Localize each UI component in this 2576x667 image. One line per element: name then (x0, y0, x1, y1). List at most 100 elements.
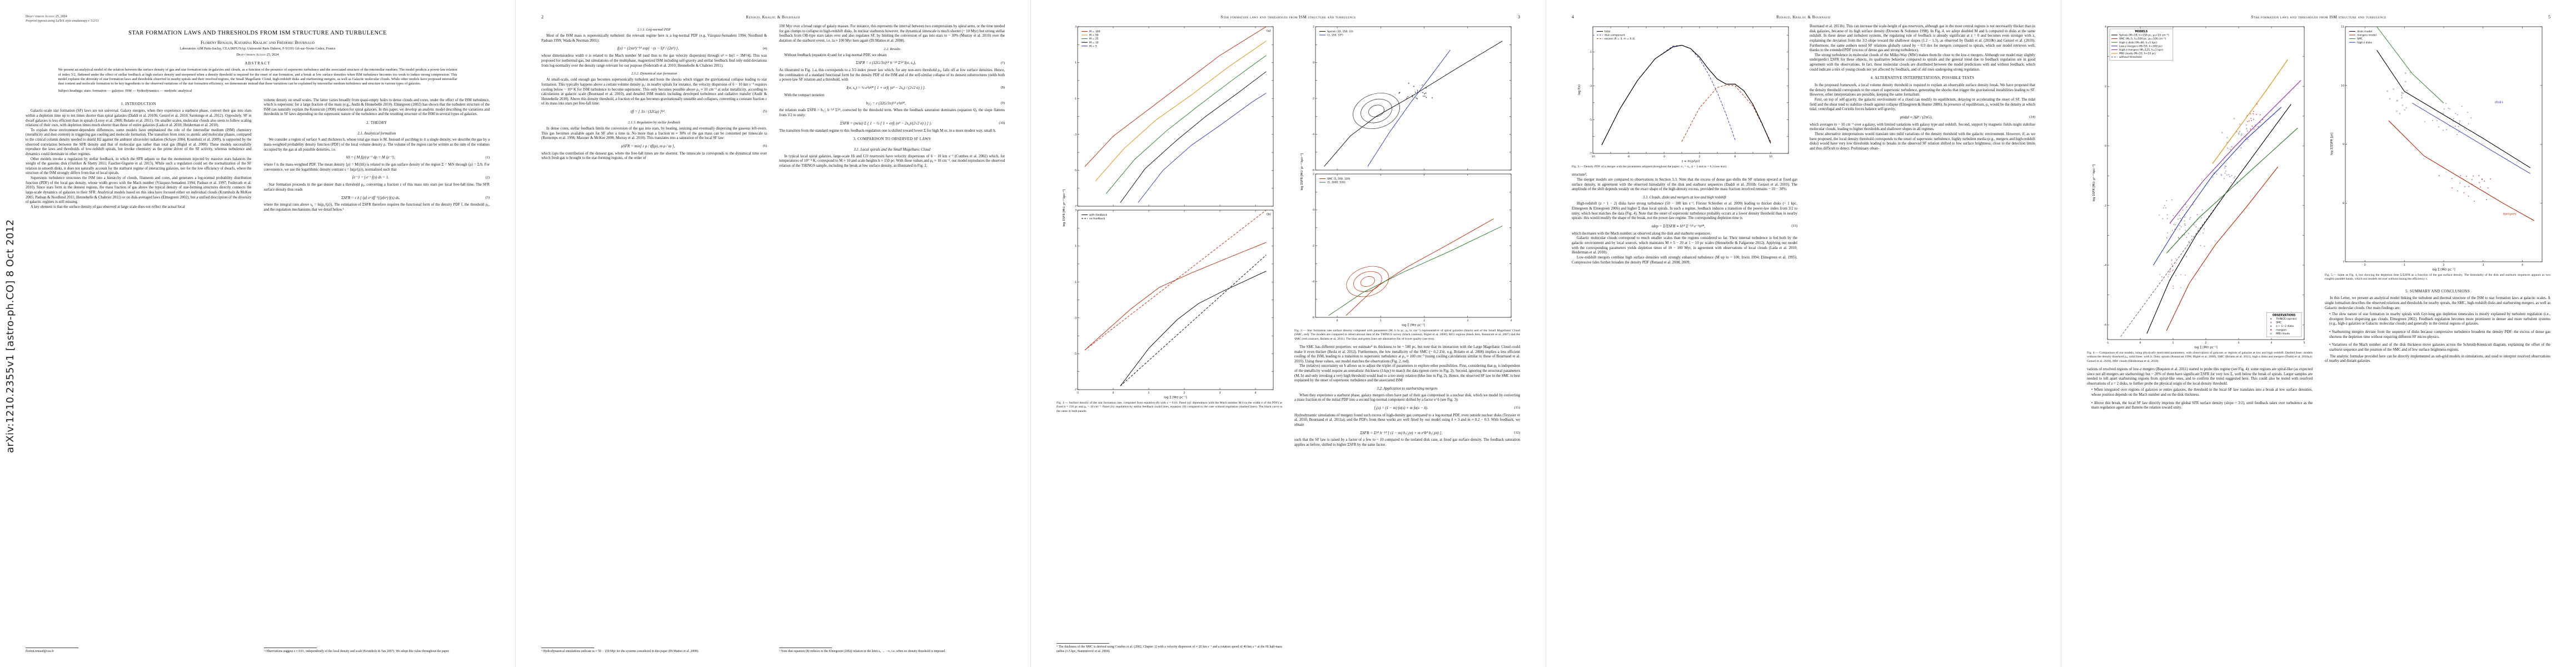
svg-text:log Σ [M⊙ pc⁻²]: log Σ [M⊙ pc⁻²] (1164, 396, 1187, 400)
equation-body: f₂(s) = (1 − m) fσ(s) + m fσ(s − δ). (1374, 405, 1428, 410)
svg-text:9: 9 (2343, 143, 2344, 146)
svg-text:-2: -2 (1663, 155, 1666, 158)
svg-text:SMC (5, 500, 100): SMC (5, 500, 100) (1327, 177, 1351, 181)
paragraph: Hydrodynamic simulations of mergers foun… (1294, 413, 1520, 427)
page-number: 2 (541, 14, 544, 19)
subsubsection-heading: 2.1.1. Log-normal PDF (637, 28, 671, 32)
svg-text:1: 1 (1075, 245, 1077, 248)
svg-text:5: 5 (2304, 341, 2305, 345)
paragraph: With the compact notation (784, 93, 825, 97)
page-4: 4 Renaud, Kraljic & Bournaud -10 -6 -2 2 6 10… (1546, 0, 2061, 667)
svg-text:8: 8 (2343, 202, 2344, 205)
equation-number: (5) (763, 109, 767, 114)
svg-text:3: 3 (1075, 209, 1077, 212)
bullet-item: • When integrated over regions of galaxi… (2091, 388, 2313, 397)
svg-text:(b): (b) (1267, 212, 1271, 216)
svg-text:M = 100: M = 100 (1089, 30, 1100, 33)
equation: ΣSFR = (m/ta) Σ { 1 − ½ [ 1 + erf( (σ² −… (779, 121, 1005, 126)
paragraph: Star formation proceeds in the gas dense… (263, 183, 490, 192)
running-head: 2 Renaud, Kraljic & Bournaud (541, 14, 1005, 19)
figure-4: -1 0 1 2 3 4 5 -6 -4 -2 0 2 4 MODELS Spirals (M=10, h=… (2087, 24, 2313, 364)
page-2-left-column: 2.1.1. Log-normal PDF Most of the ISM mas… (541, 24, 767, 654)
spacer (264, 213, 490, 643)
figure-2-caption: Fig. 2.— Star formation rate surface den… (1294, 329, 1520, 341)
footnote: ¹ Observations suggest ε ≈ 0.01, indepen… (263, 649, 450, 653)
svg-text:mergers: mergers (2503, 212, 2517, 216)
svg-text:-3: -3 (1074, 316, 1077, 320)
page-3: Star formation laws and thresholds from … (1030, 0, 1546, 667)
paragraph: Galactic molecular clouds correspond to … (1572, 236, 1797, 255)
footnote: ³ Note that equation (8) reduces to the … (779, 649, 946, 653)
arxiv-stamp: arXiv:1210.2355v1 [astro-ph.CO] 8 Oct 20… (4, 219, 16, 453)
abstract-text: We present an analytical model of the re… (58, 68, 457, 86)
equation-number: (6) (763, 144, 767, 148)
equation-number: (11) (1514, 406, 1520, 410)
svg-text:Spirals (M=10, h=150 pc, ρ₀=10: Spirals (M=10, h=150 pc, ρ₀=10 cm⁻³) (2119, 34, 2169, 37)
equation-body: ΣSFR = ε h ∫ ⟨ρ⟩ eˢ tff⁻¹(⟨ρ⟩eˢ) f(s) ds… (341, 195, 400, 200)
equation-number: (8) (1000, 86, 1005, 90)
svg-text:11: 11 (2341, 26, 2344, 29)
section-heading: 4. ALTERNATIVE INTERPRETATIONS, POSSIBLE… (1870, 76, 1975, 81)
svg-text:mergers: mergers (2276, 328, 2287, 332)
svg-text:-2: -2 (2104, 204, 2106, 207)
equation: tff = [ 3π / (32Gρ) ]¹⁄². (5) (541, 109, 767, 115)
page-1-left-column: 1. INTRODUCTION Galactic-scale star forma… (26, 98, 252, 654)
svg-text:2: 2 (2205, 341, 2207, 345)
svg-text:log Σ [M⊙ pc⁻²]: log Σ [M⊙ pc⁻²] (1402, 323, 1425, 327)
svg-text:SMC: SMC (2276, 321, 2281, 325)
equation-number: (7) (1000, 61, 1005, 65)
svg-text:2: 2 (1184, 391, 1185, 395)
subsubsection-heading: 2.2. Results (884, 47, 900, 51)
svg-text:disks model: disks model (2357, 30, 2372, 33)
paragraph: When they experience a starburst phase, … (1294, 393, 1520, 402)
svg-text:M = 25: M = 25 (1089, 37, 1099, 41)
svg-text:high-z disks: high-z disks (2357, 41, 2373, 44)
svg-text:(1, 150, 10⁵): (1, 150, 10⁵) (1327, 34, 1343, 37)
paragraph: which caps the contribution of the dense… (541, 151, 767, 161)
svg-text:7: 7 (2343, 261, 2344, 264)
paragraph: structure³. (1572, 173, 1587, 177)
paragraph: Supersonic turbulence structures the ISM… (26, 176, 252, 205)
paragraph: where f is the mass-weighted PDF. The me… (263, 163, 490, 172)
page-3-left-column: -7 -5 -3 -1 1 3 M = 100 M = 50 M = 25 M = 10 M = 5… (1057, 24, 1282, 654)
subject-headings: Subject headings: stars: formation — gal… (58, 88, 192, 93)
preprint-style-line: Preprint typeset using LaTeX style emula… (26, 19, 99, 23)
svg-text:-1: -1 (1074, 281, 1077, 284)
page-3-columns: -7 -5 -3 -1 1 3 M = 100 M = 50 M = 25 M = 10 M = 5… (1057, 24, 1520, 654)
page-5-right-column: 0 1 2 3 4 7 8 9 10 11 disks model mergers model SMC h… (2325, 24, 2550, 654)
paragraph: To explain these environment-dependent d… (26, 128, 252, 156)
svg-text:0: 0 (2140, 341, 2141, 345)
running-title: Renaud, Kraljic & Bournaud (1776, 15, 1831, 19)
section-heading: 1. INTRODUCTION (121, 102, 156, 106)
paragraph: The transition from the standard regime … (779, 128, 996, 133)
page-4-right-column: Bournaud et al. 2011b). This can increas… (1810, 24, 2035, 654)
svg-text:-7: -7 (1074, 205, 1077, 208)
spacer (1057, 417, 1282, 639)
paragraph: Most of the ISM mass is supersonically t… (541, 34, 767, 43)
equation: ρtidal ≈ 3Ω² / (2πG), (14) (1810, 115, 2035, 120)
equation: ρSFR = min[ ε ρ / tff(ρ), m ρ / ta ], (6) (541, 144, 767, 149)
figure-2-plot: -6 -4 -2 0 2 Spirals (10, 150, 10) (1, 150, 10… (1294, 24, 1520, 327)
svg-text:1: 1 (1075, 61, 1077, 64)
equation-body: tdep = Σ/ΣSFR ∝ h¹⁄² Σ⁻¹⁄² e⁻³σ²⁄⁸, (1651, 223, 1706, 228)
draft-version: Draft version August 25, 2024 (236, 53, 279, 57)
figure-3: -10 -6 -2 2 6 10 -7 -5 -3 -1 total disk component ex… (1572, 24, 1797, 169)
paragraph: the relation reads ΣSFR = b₃⁄₂ h⁻¹⁄² Σ³⁄… (779, 108, 1005, 117)
svg-text:4: 4 (2271, 341, 2273, 345)
spacer (2325, 364, 2550, 654)
svg-text:-6: -6 (1312, 316, 1314, 320)
equation-body: tff = [ 3π / (32Gρ) ]¹⁄². (630, 109, 666, 114)
svg-text:3: 3 (2238, 341, 2240, 345)
equation-body: ⟨e⁻ˢ⟩ = ∫ e⁻ˢ f(s) ds = 1. (352, 175, 389, 180)
svg-text:SMC (M=5, h=500 pc, ρ₀=100 cm⁻: SMC (M=5, h=500 pc, ρ₀=100 cm⁻³) (2119, 37, 2166, 41)
equation: ΣSFR = Σ³⁄² h⁻¹⁄² [ (1 − m) b₃⁄₂(σ) + m … (1294, 431, 1520, 436)
page-2: 2 Renaud, Kraljic & Bournaud 2.1.1. Log-… (515, 0, 1030, 667)
subsection-heading: 3.1. Local spirals and the Small Magella… (854, 147, 930, 152)
svg-text:-1: -1 (2106, 341, 2109, 345)
svg-text:High-z mergers (M=125, h=1 kpc: High-z mergers (M=125, h=1 kpc) (2119, 48, 2163, 52)
svg-text:excess (δ = 3, m = 0.3): excess (δ = 3, m = 0.3) (1605, 37, 1635, 41)
svg-text:no feedback: no feedback (1089, 217, 1105, 221)
svg-text:log ΣSFR [M⊙ yr⁻¹ kpc⁻²]: log ΣSFR [M⊙ yr⁻¹ kpc⁻²] (2092, 164, 2096, 201)
